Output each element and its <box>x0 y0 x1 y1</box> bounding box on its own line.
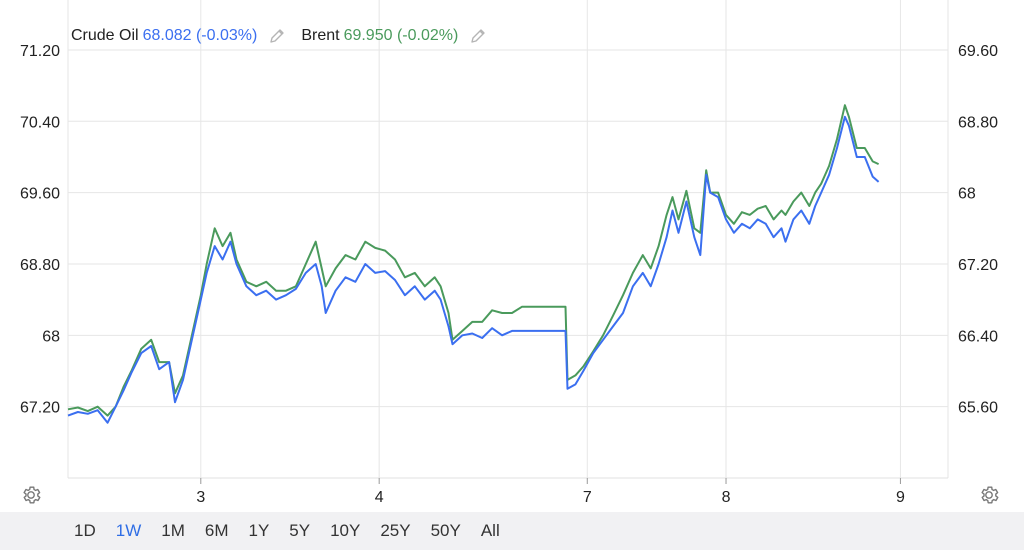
legend-crude-name: Crude Oil <box>71 27 139 44</box>
gear-icon[interactable] <box>20 484 42 506</box>
price-chart[interactable]: 71.20 70.40 69.60 68.80 68 67.20 69.60 68.80 68… <box>0 0 1024 512</box>
x-tick-label: 3 <box>196 489 205 506</box>
pencil-icon[interactable] <box>267 26 287 46</box>
left-y-axis: 71.20 70.40 69.60 68.80 68 67.20 <box>20 43 60 417</box>
left-tick-label: 70.40 <box>20 114 60 131</box>
left-tick-label: 67.20 <box>20 400 60 417</box>
range-toolbar: 1D 1W 1M 6M 1Y 5Y 10Y 25Y 50Y All <box>0 512 1024 550</box>
range-button-25y[interactable]: 25Y <box>370 521 420 541</box>
range-button-6m[interactable]: 6M <box>195 521 239 541</box>
right-tick-label: 67.20 <box>958 257 998 274</box>
right-tick-label: 68 <box>958 186 976 203</box>
right-y-axis: 69.60 68.80 68 67.20 66.40 65.60 <box>958 43 998 417</box>
legend-crude-value: 68.082 (-0.03%) <box>142 27 258 44</box>
right-tick-label: 65.60 <box>958 400 998 417</box>
pencil-icon[interactable] <box>468 26 488 46</box>
chart-legend: Crude Oil 68.082 (-0.03%) Brent 69.950 (… <box>71 26 502 46</box>
x-tick-label: 4 <box>375 489 384 506</box>
right-tick-label: 66.40 <box>958 328 998 345</box>
range-button-1y[interactable]: 1Y <box>238 521 279 541</box>
range-button-1d[interactable]: 1D <box>64 521 106 541</box>
range-button-all[interactable]: All <box>471 521 510 541</box>
range-button-50y[interactable]: 50Y <box>421 521 471 541</box>
range-button-5y[interactable]: 5Y <box>279 521 320 541</box>
range-button-10y[interactable]: 10Y <box>320 521 370 541</box>
series-line-brent <box>67 104 880 417</box>
left-tick-label: 69.60 <box>20 186 60 203</box>
x-tick-label: 9 <box>896 489 905 506</box>
series-lines <box>67 104 880 424</box>
legend-brent-name: Brent <box>301 27 340 44</box>
chart-grid <box>67 0 949 479</box>
series-line-crude-oil <box>67 115 880 424</box>
left-tick-label: 68 <box>42 328 60 345</box>
x-tick-label: 7 <box>583 489 592 506</box>
right-tick-label: 68.80 <box>958 114 998 131</box>
gear-icon[interactable] <box>978 484 1000 506</box>
left-tick-label: 71.20 <box>20 43 60 60</box>
left-tick-label: 68.80 <box>20 257 60 274</box>
range-button-1w[interactable]: 1W <box>106 521 152 541</box>
x-tick-label: 8 <box>722 489 731 506</box>
right-tick-label: 69.60 <box>958 43 998 60</box>
range-button-1m[interactable]: 1M <box>151 521 195 541</box>
x-axis: 3 4 7 8 9 <box>196 478 905 506</box>
legend-brent-value: 69.950 (-0.02%) <box>343 27 459 44</box>
